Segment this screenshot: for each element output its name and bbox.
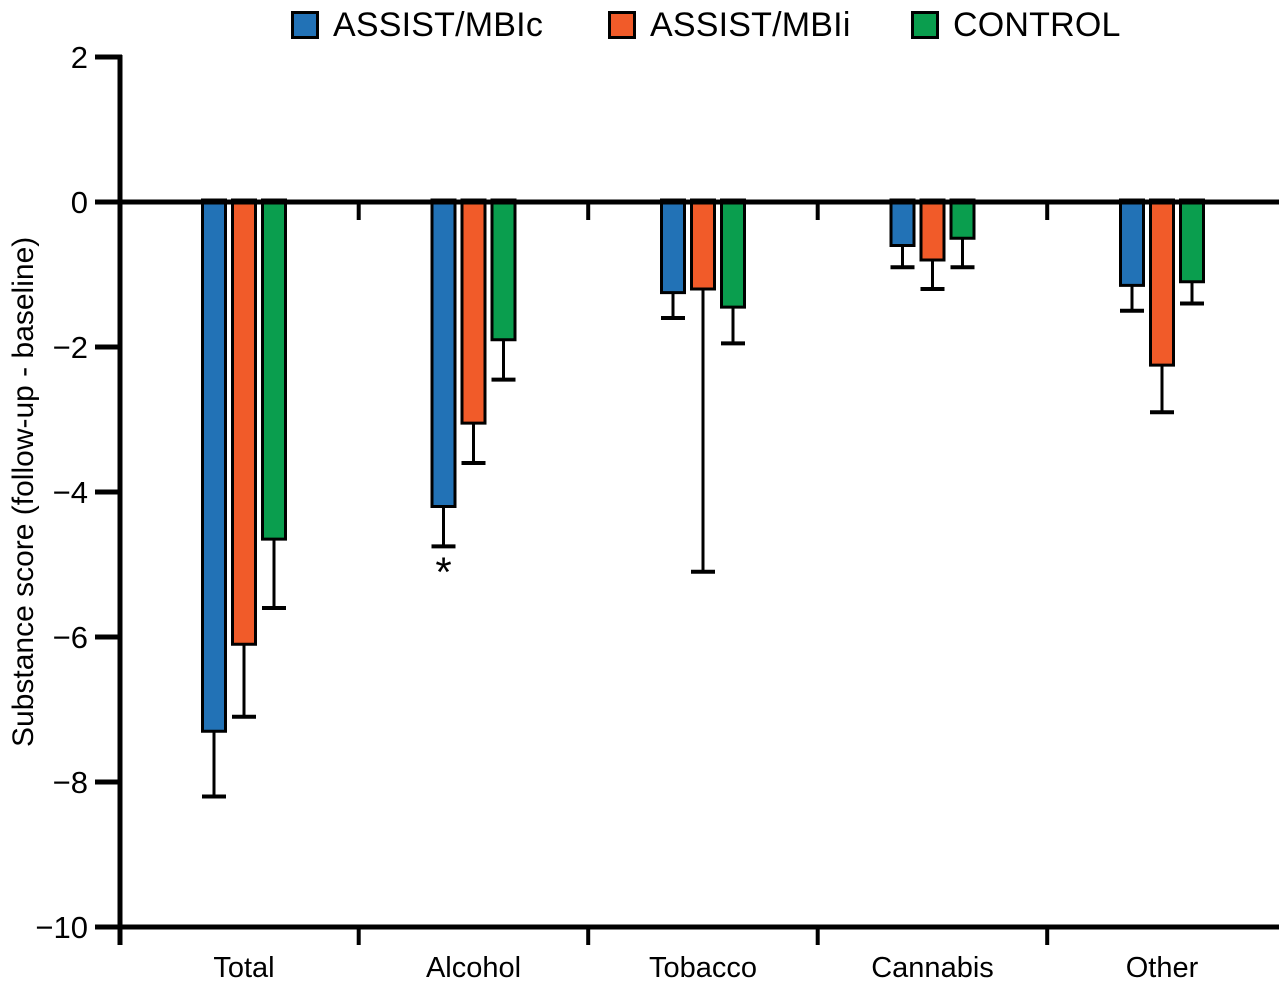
series-assist-mbic — [201, 198, 1145, 799]
y-tick-label: −2 — [53, 330, 88, 365]
x-category-label-cannabis: Cannabis — [871, 952, 994, 984]
x-category-label-alcohol: Alcohol — [426, 952, 521, 984]
bar-cannabis — [949, 198, 976, 240]
bar-other — [1119, 198, 1145, 287]
y-tick-label: −4 — [53, 475, 88, 510]
y-tick-label: 2 — [71, 40, 88, 75]
bar-alcohol — [430, 198, 457, 508]
legend-item-assist-mbic: ASSIST/MBIc — [291, 6, 543, 44]
bar-cannabis — [889, 198, 916, 247]
series-assist-mbii — [231, 198, 1175, 719]
chart-legend: ASSIST/MBIc ASSIST/MBIi CONTROL — [0, 0, 1280, 52]
x-category-label-tobacco: Tobacco — [649, 952, 757, 984]
x-category-label-other: Other — [1126, 952, 1199, 984]
series-control — [261, 198, 1205, 610]
legend-item-assist-mbii: ASSIST/MBIi — [608, 6, 851, 44]
bar-other — [1179, 198, 1205, 284]
legend-swatch-control — [911, 11, 939, 39]
significance-asterisk: * — [435, 548, 451, 595]
y-tick-label: −10 — [35, 910, 88, 945]
legend-swatch-assist-mbic — [291, 11, 319, 39]
bar-tobacco — [720, 198, 746, 309]
y-tick-label: −6 — [53, 620, 88, 655]
bar-cannabis — [919, 198, 946, 262]
bar-total — [261, 198, 287, 541]
bar-total — [231, 198, 257, 646]
x-category-label-total: Total — [213, 952, 274, 984]
bar-total — [201, 198, 227, 733]
bar-alcohol — [460, 198, 487, 425]
legend-label-assist-mbic: ASSIST/MBIc — [333, 5, 544, 44]
bar-other — [1149, 198, 1175, 367]
legend-label-control: CONTROL — [953, 5, 1121, 44]
legend-label-assist-mbii: ASSIST/MBIi — [650, 5, 851, 44]
legend-swatch-assist-mbii — [608, 11, 636, 39]
bar-alcohol — [490, 198, 517, 342]
bar-tobacco — [690, 198, 716, 291]
y-axis-title: Substance score (follow-up - baseline) — [7, 236, 40, 748]
bars-layer — [201, 198, 1205, 799]
y-tick-label: −8 — [53, 765, 88, 800]
bar-tobacco — [660, 198, 686, 295]
y-tick-label: 0 — [71, 185, 88, 220]
legend-item-control: CONTROL — [911, 6, 1121, 44]
